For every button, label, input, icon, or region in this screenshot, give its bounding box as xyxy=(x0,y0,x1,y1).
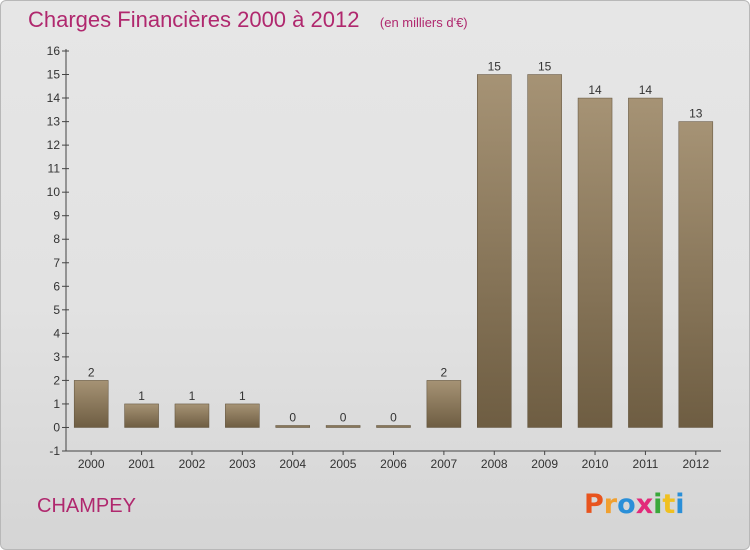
logo-letter: x xyxy=(635,489,654,520)
logo-letter: P xyxy=(584,489,604,520)
y-tick-label: 16 xyxy=(47,44,61,58)
x-tick-label: 2000 xyxy=(78,457,105,471)
bar-value-label: 15 xyxy=(538,60,552,74)
bar xyxy=(225,403,260,428)
bar xyxy=(174,403,210,428)
x-tick-label: 2004 xyxy=(279,457,306,471)
x-tick-label: 2010 xyxy=(582,457,609,471)
bar-value-label: 15 xyxy=(488,60,502,74)
x-tick-label: 2012 xyxy=(682,457,709,471)
bar-value-label: 0 xyxy=(340,410,347,424)
bar xyxy=(73,380,109,428)
y-tick-label: 1 xyxy=(53,397,60,411)
bar xyxy=(628,97,663,428)
y-tick-label: 0 xyxy=(53,420,60,434)
x-tick-label: 2003 xyxy=(229,457,256,471)
y-tick-label: 9 xyxy=(53,209,60,223)
y-tick-label: 11 xyxy=(48,162,61,176)
chart-title: Charges Financières 2000 à 2012 (en mill… xyxy=(28,7,468,33)
bar xyxy=(678,121,714,428)
y-tick-label: -1 xyxy=(49,444,60,458)
y-tick-label: 14 xyxy=(47,91,61,105)
logo-letter: o xyxy=(617,489,636,520)
bar-value-label: 2 xyxy=(441,365,448,379)
chart-unit: (en milliers d'€) xyxy=(379,15,468,30)
x-tick-label: 2001 xyxy=(128,457,155,471)
bar-value-label: 2 xyxy=(88,365,95,379)
chart-title-text: Charges Financières 2000 à 2012 xyxy=(28,7,360,32)
bar xyxy=(376,425,411,428)
logo-letter: t xyxy=(662,489,676,520)
bar xyxy=(577,97,613,428)
bar-value-label: 1 xyxy=(138,389,145,403)
logo-letter: i xyxy=(653,489,663,520)
bar-value-label: 14 xyxy=(588,83,602,97)
x-tick-label: 2005 xyxy=(330,457,357,471)
y-tick-label: 6 xyxy=(53,279,60,293)
bar xyxy=(325,425,361,428)
bar xyxy=(426,380,462,428)
y-tick-label: 12 xyxy=(47,138,61,152)
y-tick-label: 10 xyxy=(47,185,61,199)
x-tick-label: 2011 xyxy=(633,457,659,471)
y-tick-label: 5 xyxy=(53,303,60,317)
x-tick-label: 2002 xyxy=(179,457,206,471)
logo-letter: r xyxy=(603,489,618,520)
bar xyxy=(124,403,159,428)
y-tick-label: 13 xyxy=(47,115,61,129)
bar-value-label: 1 xyxy=(239,389,246,403)
y-tick-label: 4 xyxy=(53,326,60,340)
commune-name: CHAMPEY xyxy=(37,495,136,517)
bar xyxy=(477,74,512,428)
y-tick-label: 15 xyxy=(47,68,61,82)
bar-value-label: 13 xyxy=(689,107,703,121)
bar xyxy=(275,425,310,428)
y-tick-label: 2 xyxy=(53,373,60,387)
y-tick-label: 7 xyxy=(53,256,60,270)
x-tick-label: 2009 xyxy=(531,457,558,471)
bar-value-label: 1 xyxy=(189,389,196,403)
x-tick-label: 2008 xyxy=(481,457,508,471)
bar-value-label: 0 xyxy=(289,410,296,424)
y-tick-label: 3 xyxy=(53,350,60,364)
x-tick-label: 2007 xyxy=(431,457,458,471)
x-tick-label: 2006 xyxy=(380,457,407,471)
proxiti-logo: Proxiti xyxy=(584,489,685,520)
bar-value-label: 14 xyxy=(639,83,653,97)
bar xyxy=(527,74,562,428)
bar-value-label: 0 xyxy=(390,410,397,424)
y-tick-label: 8 xyxy=(53,232,60,246)
logo-letter: i xyxy=(675,489,685,520)
